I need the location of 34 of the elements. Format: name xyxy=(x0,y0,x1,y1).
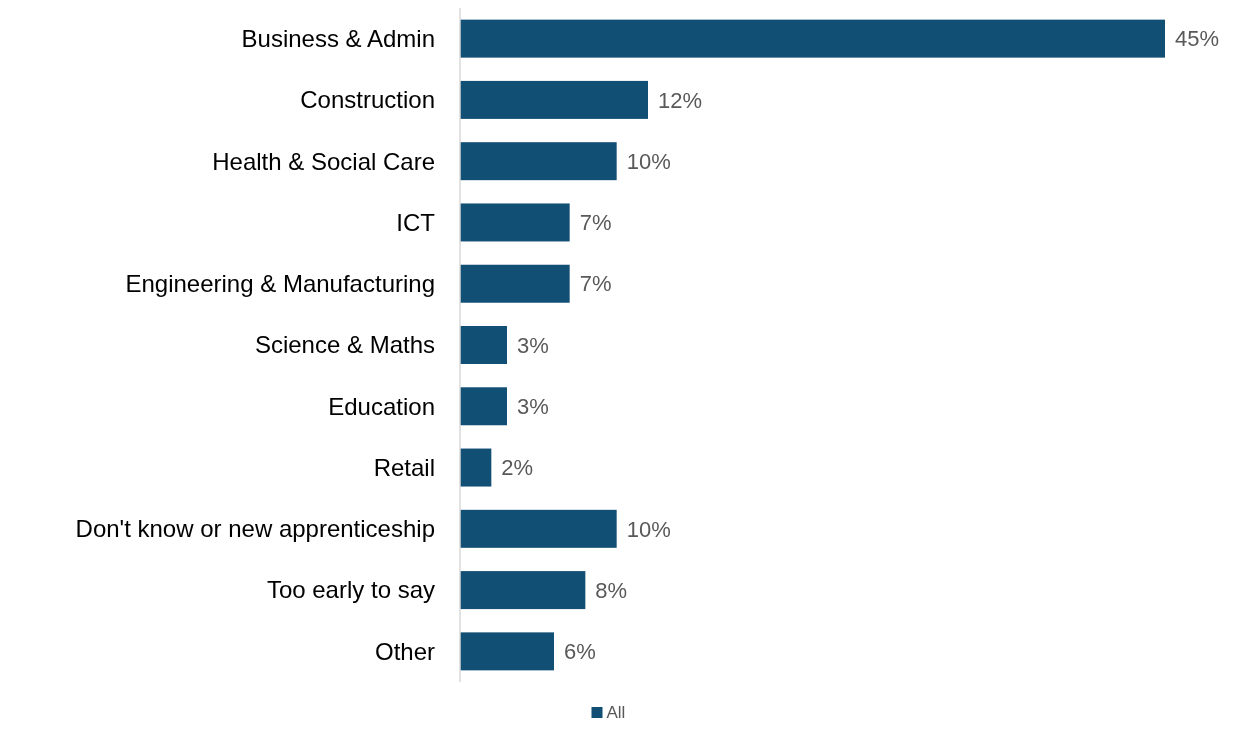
data-label: 45% xyxy=(1175,26,1220,52)
bar xyxy=(460,203,570,242)
bar xyxy=(460,632,554,671)
data-label: 12% xyxy=(658,87,703,113)
bar xyxy=(460,19,1165,58)
y-tick-label: ICT xyxy=(396,208,436,236)
y-tick-label: Other xyxy=(374,637,435,665)
data-label: 10% xyxy=(626,148,671,174)
y-tick-label: Science & Maths xyxy=(254,331,435,359)
bar xyxy=(460,571,586,610)
y-tick-label: Business & Admin xyxy=(241,25,435,53)
y-tick-label: Engineering & Manufacturing xyxy=(125,270,435,298)
data-label: 8% xyxy=(595,577,628,603)
data-label: 3% xyxy=(517,332,549,358)
y-tick-label: Retail xyxy=(373,453,435,481)
bar xyxy=(460,448,492,487)
y-tick-label: Too early to say xyxy=(266,576,435,604)
data-label: 7% xyxy=(579,271,612,297)
bar xyxy=(460,264,570,303)
y-tick-label: Education xyxy=(328,392,435,420)
data-label: 6% xyxy=(564,639,596,665)
bar xyxy=(460,509,617,548)
legend-label: All xyxy=(606,703,626,722)
bar xyxy=(460,326,507,364)
data-label: 2% xyxy=(501,455,534,481)
bar xyxy=(460,387,507,426)
y-tick-label: Construction xyxy=(300,86,435,114)
bar xyxy=(460,80,648,119)
data-label: 10% xyxy=(626,516,671,542)
y-tick-label: Don't know or new apprenticeship xyxy=(75,515,435,543)
data-label: 7% xyxy=(579,210,612,236)
bar xyxy=(460,142,617,181)
data-label: 3% xyxy=(517,393,549,419)
y-tick-label: Health & Social Care xyxy=(212,147,435,175)
